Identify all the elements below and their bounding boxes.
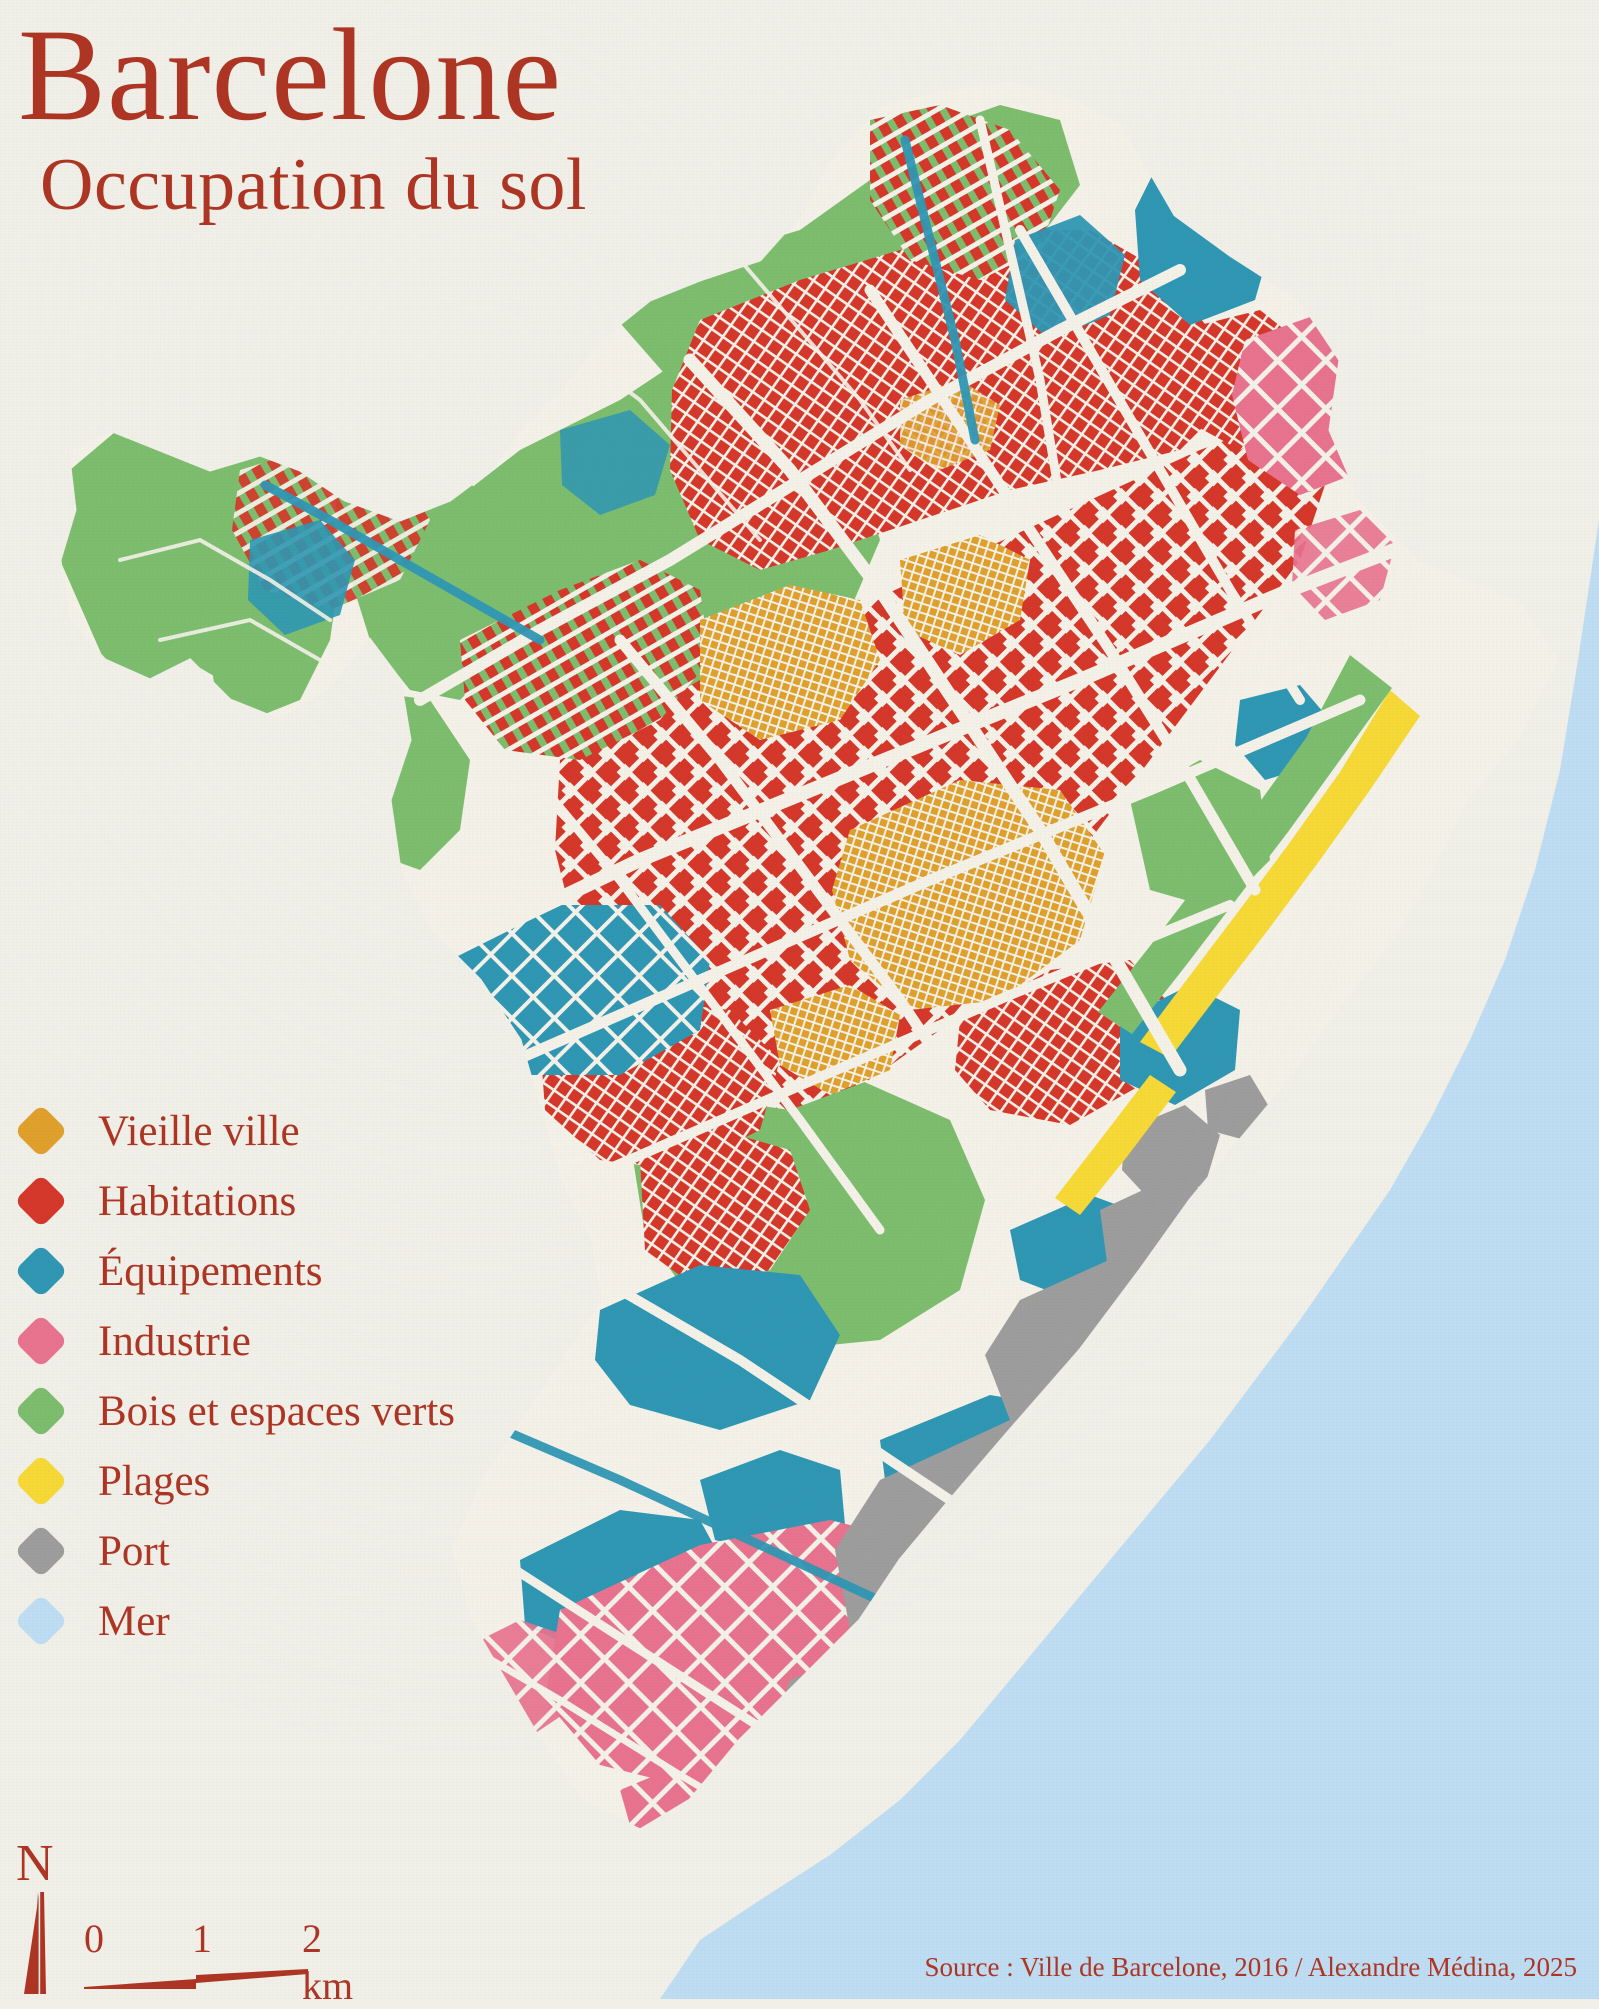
legend-item-bois-espaces-verts[interactable]: Bois et espaces verts [14, 1376, 455, 1446]
map-layer-rail [260, 135, 980, 1615]
legend-label-bois-espaces-verts: Bois et espaces verts [98, 1387, 456, 1435]
legend-label-equipements: Équipements [98, 1247, 323, 1295]
legend-swatch-equipements [14, 1244, 68, 1298]
map-layer-streets [118, 115, 1427, 1830]
legend-label-mer: Mer [98, 1597, 170, 1645]
scalebar-tick-1: 1 [192, 1916, 212, 1961]
scalebar-tick-0: 0 [84, 1916, 104, 1961]
legend-item-industrie[interactable]: Industrie [14, 1306, 455, 1376]
legend-item-vieille-ville[interactable]: Vieille ville [14, 1096, 455, 1166]
legend: Vieille ville Habitations Équipements In… [14, 1096, 455, 1656]
legend-label-industrie: Industrie [98, 1317, 251, 1365]
scalebar-tick-2: 2 km [302, 1916, 354, 2008]
legend-swatch-mer [14, 1594, 68, 1648]
legend-label-plages: Plages [98, 1457, 211, 1505]
legend-label-vieille-ville: Vieille ville [98, 1107, 300, 1155]
legend-swatch-port [14, 1524, 68, 1578]
city-outline [58, 78, 1562, 1832]
scalebar-labels: 0 1 2 km [84, 1915, 374, 2008]
legend-item-port[interactable]: Port [14, 1516, 455, 1586]
north-arrow-icon [24, 1892, 46, 1994]
legend-item-mer[interactable]: Mer [14, 1586, 455, 1656]
source-credit: Source : Ville de Barcelone, 2016 / Alex… [924, 1952, 1577, 1982]
legend-item-habitations[interactable]: Habitations [14, 1166, 455, 1236]
north-arrow: N [10, 1838, 80, 2003]
legend-label-habitations: Habitations [98, 1177, 297, 1225]
map-layer-coastal-parks [1098, 655, 1392, 1034]
scalebar: 0 1 2 km [84, 1915, 374, 2008]
legend-swatch-vieille-ville [14, 1104, 68, 1158]
map-layer-sea [660, 520, 1599, 1999]
legend-item-plages[interactable]: Plages [14, 1446, 455, 1516]
map-layer-plages [1055, 690, 1420, 1215]
title-block: Barcelone Occupation du sol [18, 1, 587, 226]
legend-swatch-habitations [14, 1174, 68, 1228]
legend-item-equipements[interactable]: Équipements [14, 1236, 455, 1306]
legend-label-port: Port [98, 1527, 170, 1575]
scalebar-graphic [84, 1969, 308, 1989]
legend-swatch-plages [14, 1454, 68, 1508]
page-title: Barcelone [18, 1, 563, 148]
page-subtitle: Occupation du sol [40, 143, 587, 226]
legend-swatch-bois-espaces-verts [14, 1384, 68, 1438]
legend-swatch-industrie [14, 1314, 68, 1368]
north-label: N [16, 1835, 54, 1892]
